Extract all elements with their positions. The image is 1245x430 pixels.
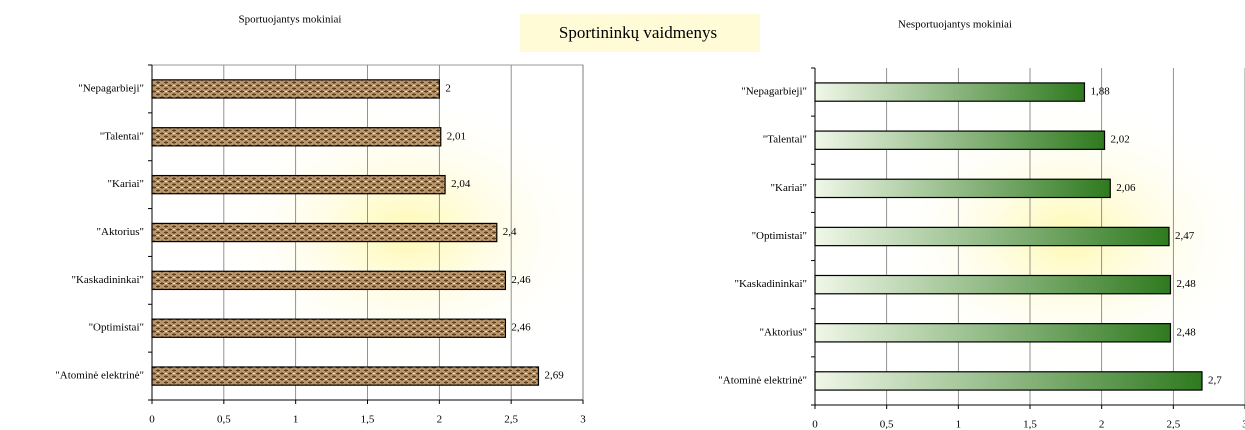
bar [151,366,540,386]
bar [814,82,1086,102]
bar [151,174,446,195]
y-tick-label: "Atominė elektrinė" [718,374,807,386]
y-tick-label: "Aktorius" [760,326,807,338]
y-tick-label: "Nepagarbieji" [78,82,144,94]
y-tick-label: "Optimistai" [752,230,807,242]
value-label: 2,48 [1176,326,1196,338]
y-tick-label: "Kariai" [108,178,144,190]
value-label: 2,01 [447,130,466,142]
value-label: 2,48 [1176,278,1196,290]
x-tick-label: 3 [580,414,586,426]
bar [151,127,442,147]
chart-title: Sportuojantys mokiniai [239,14,342,26]
value-label: 2 [445,82,451,94]
y-tick-label: "Kariai" [771,182,807,194]
x-tick-label: 0,5 [880,419,894,430]
x-tick-label: 2 [1099,419,1105,430]
value-label: 2,69 [544,370,564,382]
bar [814,323,1172,343]
value-label: 2,47 [1175,230,1195,242]
value-label: 2,7 [1208,374,1222,386]
bar [814,274,1172,295]
bar [151,79,440,99]
y-tick-label: "Talentai" [763,134,807,146]
value-label: 2,46 [511,274,531,286]
y-tick-label: "Atominė elektrinė" [55,370,144,382]
bar [814,371,1203,391]
x-tick-label: 1,5 [361,414,375,426]
value-label: 2,02 [1111,134,1130,146]
title-bg [520,14,760,52]
value-label: 2,04 [451,178,471,190]
x-tick-label: 1,5 [1023,419,1037,430]
value-label: 2,06 [1116,182,1136,194]
x-tick-label: 2 [437,414,443,426]
value-label: 1,88 [1090,86,1110,98]
x-tick-label: 0,5 [217,414,231,426]
bar [151,222,498,243]
x-tick-label: 0 [812,419,818,430]
x-tick-label: 0 [149,414,155,426]
chart-title: Nesportuojantys mokiniai [898,19,1012,31]
bar [814,130,1106,150]
bar [151,318,507,338]
x-tick-label: 1 [956,419,962,430]
y-tick-label: "Kaskadininkai" [734,278,807,290]
y-tick-label: "Optimistai" [89,322,144,334]
y-tick-label: "Kaskadininkai" [71,274,144,286]
bar [151,270,507,291]
x-tick-label: 2,5 [504,414,518,426]
x-tick-label: 1 [293,414,299,426]
y-tick-label: "Aktorius" [97,226,144,238]
x-tick-label: 2,5 [1166,419,1180,430]
y-tick-label: "Nepagarbieji" [741,86,807,98]
y-tick-label: "Talentai" [100,130,144,142]
page-title: Sportininkų vaidmenys [559,23,717,42]
bar [814,178,1111,199]
value-label: 2,46 [511,322,531,334]
value-label: 2,4 [503,226,517,238]
x-tick-label: 3 [1242,419,1245,430]
bar [814,226,1170,247]
